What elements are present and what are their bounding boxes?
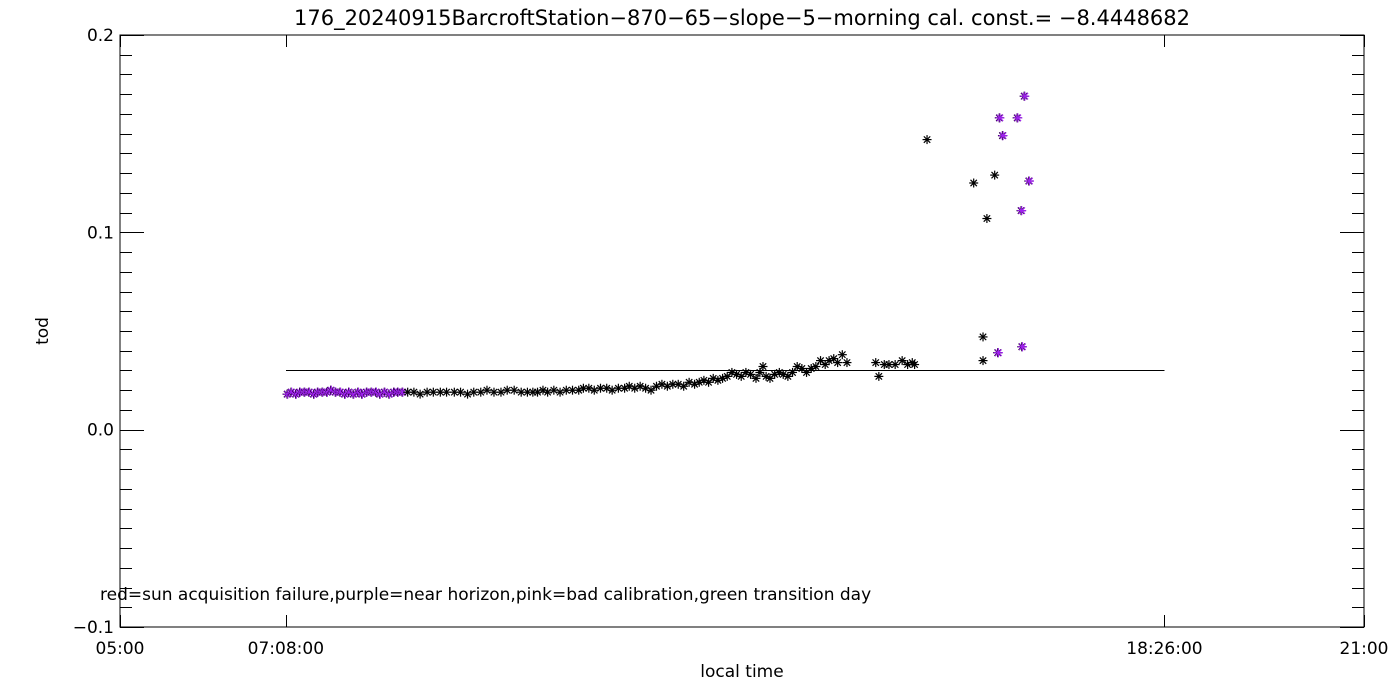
- data-point: [456, 387, 466, 397]
- data-point: [718, 373, 728, 383]
- data-point: [482, 385, 492, 395]
- data-point: [837, 350, 847, 360]
- data-point: [871, 358, 881, 368]
- data-point: [476, 387, 486, 397]
- data-point: [833, 358, 843, 368]
- data-point-near-horizon: [1020, 91, 1030, 101]
- data-point: [442, 387, 452, 397]
- x-tick-label: 05:00: [96, 639, 145, 659]
- data-point: [613, 383, 623, 393]
- data-point: [978, 332, 988, 342]
- data-point: [555, 387, 565, 397]
- data-point: [607, 385, 617, 395]
- y-axis-label: tod: [33, 317, 53, 345]
- data-point: [783, 371, 793, 381]
- x-axis-ticks: 05:00 07:08:00 18:26:00 21:00: [96, 35, 1389, 659]
- y-tick-label: 0.1: [87, 223, 114, 243]
- data-points: [282, 91, 1034, 399]
- x-tick-label: 07:08:00: [248, 639, 324, 659]
- color-legend-note: red=sun acquisition failure,purple=near …: [100, 585, 871, 605]
- data-point-near-horizon: [993, 348, 1003, 358]
- data-point: [788, 367, 798, 377]
- data-point: [463, 389, 473, 399]
- y-tick-label: −0.1: [73, 618, 114, 638]
- data-point: [543, 387, 553, 397]
- data-point: [568, 385, 578, 395]
- data-point: [589, 385, 599, 395]
- data-point: [646, 385, 656, 395]
- data-point: [449, 387, 459, 397]
- data-point: [746, 369, 756, 379]
- data-point: [578, 383, 588, 393]
- chart-title: 176_20240915BarcroftStation−870−65−slope…: [294, 6, 1190, 31]
- data-point: [751, 373, 761, 383]
- data-point: [922, 135, 932, 145]
- plot-frame: [119, 34, 1365, 628]
- data-point-near-horizon: [995, 113, 1005, 123]
- data-point: [549, 385, 559, 395]
- data-point: [435, 387, 445, 397]
- data-point-near-horizon: [1024, 176, 1034, 186]
- data-point: [422, 387, 432, 397]
- data-point: [668, 379, 678, 389]
- data-point-near-horizon: [1017, 206, 1027, 216]
- x-tick-label: 21:00: [1340, 639, 1389, 659]
- x-tick-label: 18:26:00: [1126, 639, 1202, 659]
- data-point: [982, 214, 992, 224]
- data-point-near-horizon: [309, 389, 319, 399]
- data-point: [496, 387, 506, 397]
- data-point: [811, 362, 821, 372]
- data-point-near-horizon: [998, 131, 1008, 141]
- data-point: [910, 360, 920, 370]
- y-tick-label: 0.0: [87, 421, 114, 441]
- data-point-near-horizon: [1013, 113, 1023, 123]
- data-point: [415, 389, 425, 399]
- data-point: [509, 385, 519, 395]
- data-point-near-horizon: [1018, 342, 1027, 352]
- data-point: [874, 371, 884, 381]
- data-point: [842, 358, 852, 368]
- x-axis-label: local time: [700, 662, 783, 682]
- data-point: [990, 170, 1000, 180]
- y-tick-label: 0.2: [87, 26, 114, 46]
- data-point: [978, 356, 988, 366]
- data-point: [890, 360, 900, 370]
- data-point: [897, 356, 907, 366]
- data-point: [489, 387, 499, 397]
- data-point: [679, 381, 689, 391]
- data-point: [969, 178, 979, 188]
- y-axis-ticks: −0.1 0.0 0.1 0.2: [73, 26, 1364, 638]
- data-point: [704, 377, 714, 387]
- data-point: [409, 387, 419, 397]
- data-point: [758, 362, 768, 372]
